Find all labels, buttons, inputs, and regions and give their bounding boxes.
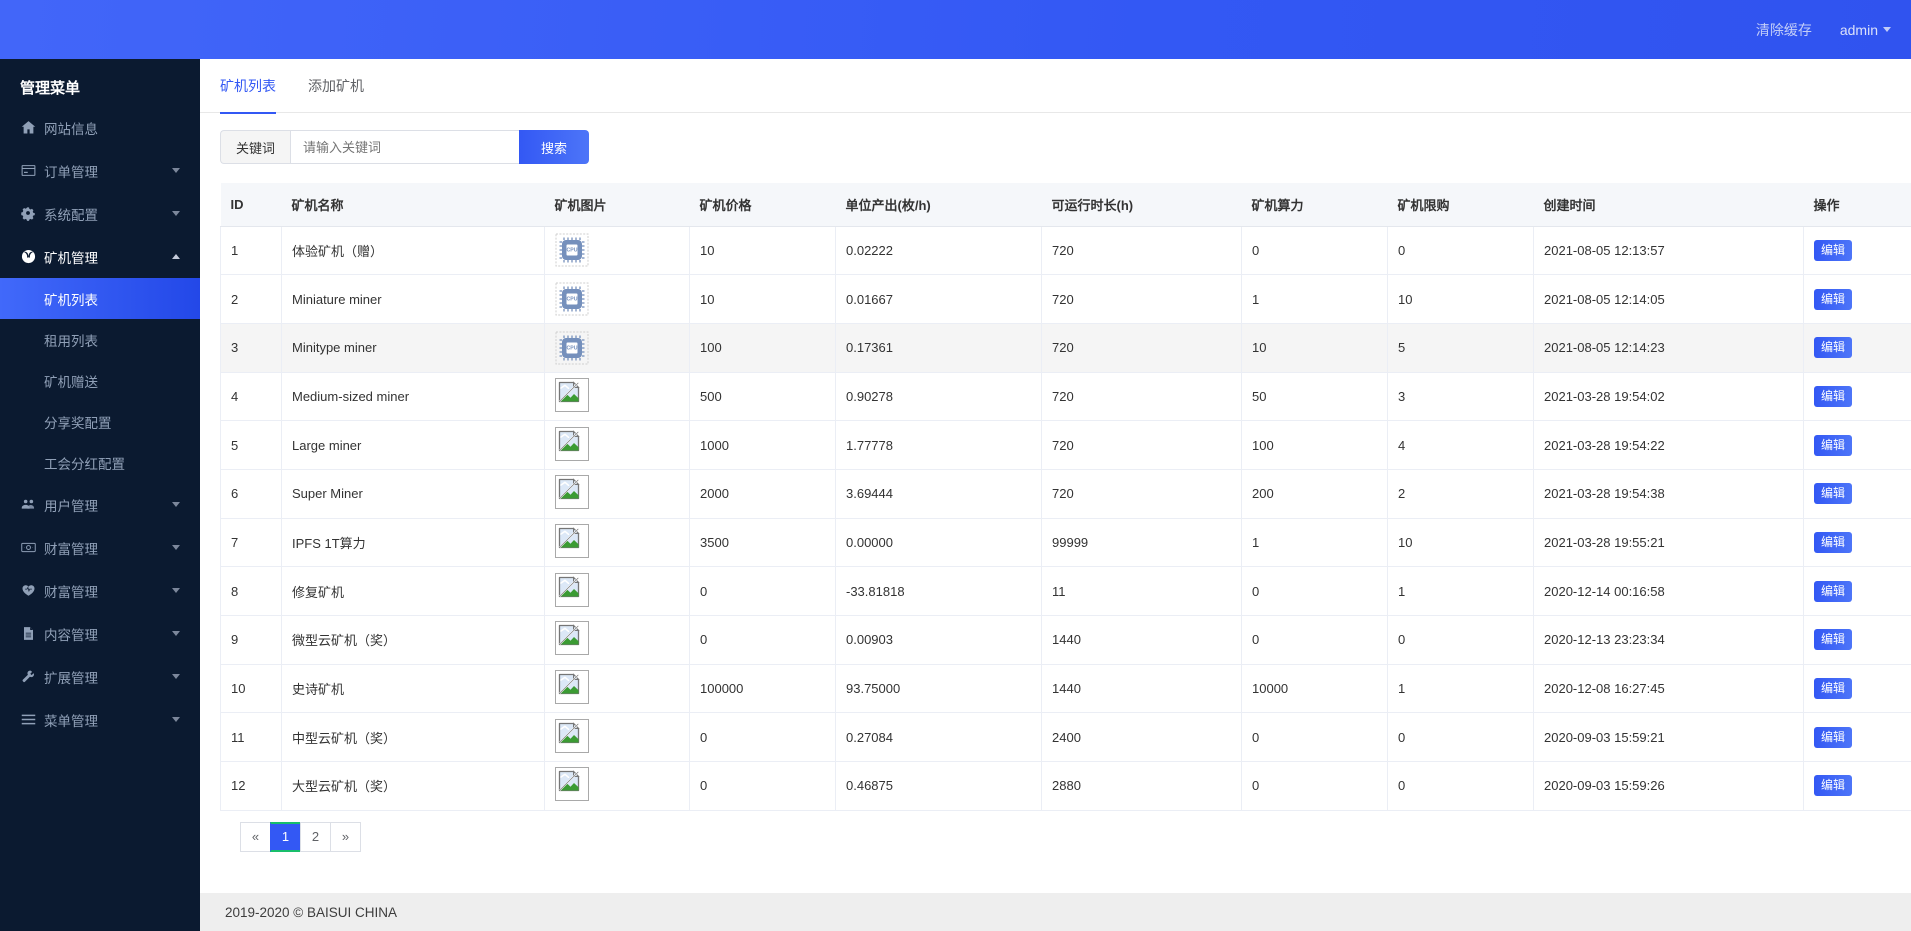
svg-text:CPU: CPU (567, 345, 578, 351)
svg-text:CPU: CPU (567, 248, 578, 254)
svg-text:CPU: CPU (567, 296, 578, 302)
